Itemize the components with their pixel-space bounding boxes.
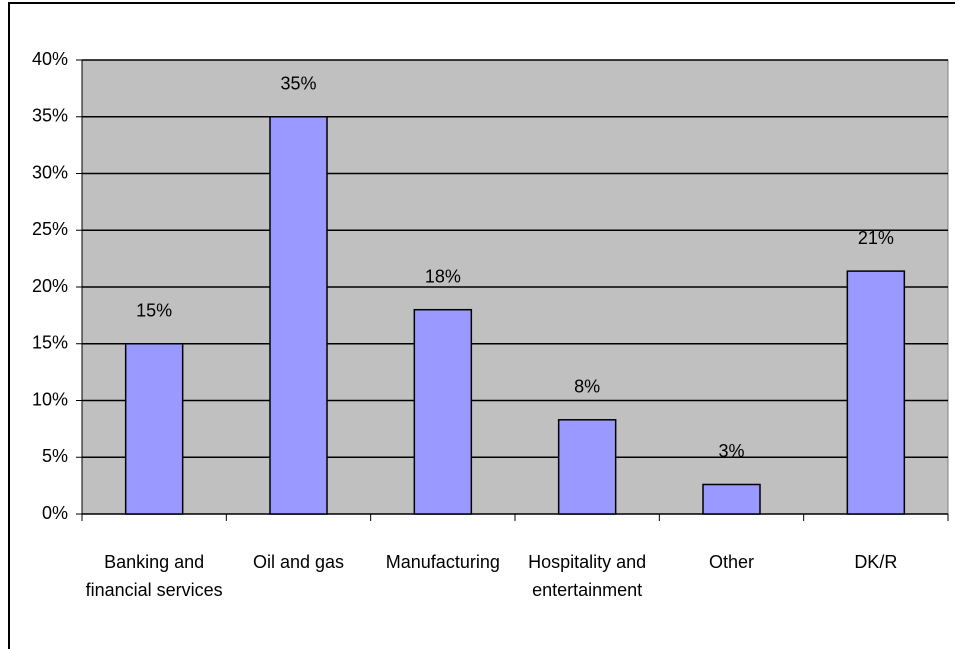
bar — [702, 483, 761, 515]
y-tick-label: 40% — [32, 49, 68, 69]
bar — [124, 343, 184, 515]
bar — [269, 116, 328, 515]
data-label: 18% — [425, 266, 461, 286]
frame — [8, 2, 955, 649]
x-tick-label: DK/R — [854, 552, 898, 572]
y-tick-label: 0% — [42, 503, 68, 523]
y-tick-label: 20% — [32, 276, 68, 296]
x-tick-label: Other — [708, 552, 755, 572]
data-label: 3% — [718, 441, 744, 461]
y-tick-label: 10% — [32, 389, 68, 409]
x-tick-label: Hospitality and entertainment — [528, 552, 647, 600]
data-label: 15% — [136, 301, 172, 321]
y-tick-label: 30% — [32, 162, 68, 182]
x-tick-label: Banking and financial services — [85, 552, 223, 600]
bar — [557, 419, 617, 515]
bar — [846, 270, 906, 515]
x-tick-label: Manufacturing — [385, 552, 500, 572]
data-label: 35% — [280, 74, 316, 94]
x-tick-label: Oil and gas — [252, 552, 345, 572]
bar — [413, 308, 473, 515]
data-label: 8% — [574, 377, 600, 397]
y-tick-label: 15% — [32, 333, 68, 353]
y-tick-label: 25% — [32, 219, 68, 239]
y-tick-label: 5% — [42, 446, 68, 466]
data-label: 21% — [858, 228, 894, 248]
y-tick-label: 35% — [32, 106, 68, 126]
